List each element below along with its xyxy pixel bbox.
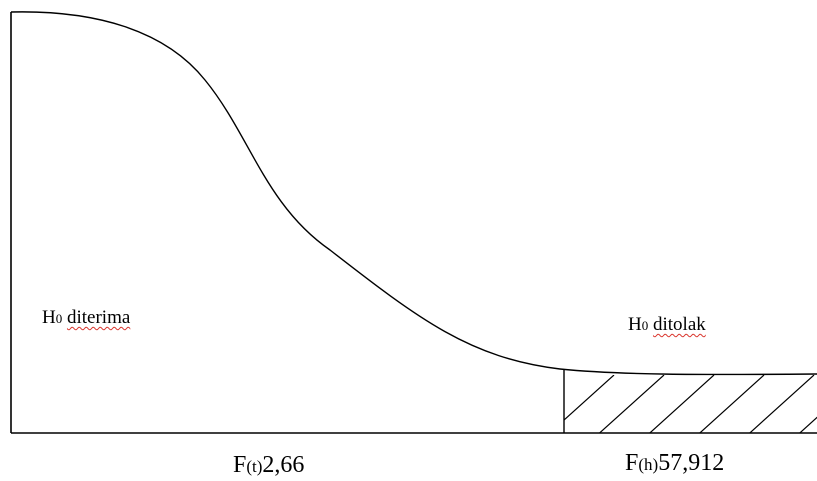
hatch-line xyxy=(698,375,765,433)
hatch-line xyxy=(798,416,817,433)
rejection-region-label: H0 ditolak xyxy=(628,314,706,336)
hypothesis-subscript: 0 xyxy=(55,311,63,326)
f-count-subscript: (h) xyxy=(638,455,659,474)
acceptance-word: diterima xyxy=(66,307,131,328)
f-table-value: 2,66 xyxy=(262,452,305,478)
hypothesis-symbol: H xyxy=(628,314,642,335)
f-table-prefix: F xyxy=(233,452,247,478)
hatch-line xyxy=(648,375,715,433)
hatch-line xyxy=(598,375,665,433)
f-count-prefix: F xyxy=(625,450,639,476)
density-curve xyxy=(10,11,817,376)
hatch-line xyxy=(748,375,815,433)
hatch-line xyxy=(564,375,615,421)
acceptance-region-label: H0 diterima xyxy=(42,307,130,329)
rejection-word: ditolak xyxy=(652,314,706,335)
f-count-value: 57,912 xyxy=(658,450,725,476)
hypothesis-subscript: 0 xyxy=(641,318,649,333)
f-count-label: F(h)57,912 xyxy=(625,450,724,477)
hypothesis-symbol: H xyxy=(42,307,56,328)
rejection-region-hatch xyxy=(564,375,817,433)
f-table-subscript: (t) xyxy=(246,457,263,476)
f-table-label: F(t)2,66 xyxy=(233,452,304,479)
